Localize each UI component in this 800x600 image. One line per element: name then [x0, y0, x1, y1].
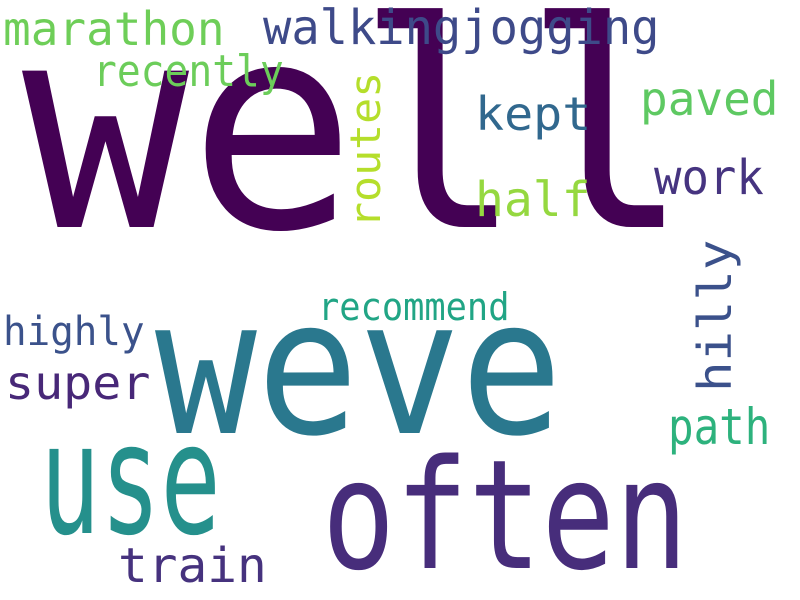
word-highly: highly — [3, 309, 145, 355]
word-walkingjogging: walkingjogging — [263, 0, 660, 56]
word-recommend: recommend — [318, 285, 510, 329]
word-weve: weve — [155, 259, 563, 478]
word-hilly: hilly — [688, 239, 742, 392]
word-work: work — [654, 150, 764, 206]
word-marathon: marathon — [3, 2, 225, 56]
word-use: use — [40, 391, 221, 570]
word-train: train — [118, 538, 267, 594]
word-well: well — [22, 0, 691, 295]
word-routes: routes — [341, 71, 390, 228]
word-half: half — [475, 172, 591, 228]
word-kept: kept — [475, 87, 592, 141]
word-path: path — [668, 398, 771, 456]
word-paved: paved — [640, 72, 779, 126]
word-super: super — [5, 356, 151, 410]
word-recently: recently — [93, 46, 284, 97]
word-often: often — [322, 427, 689, 600]
